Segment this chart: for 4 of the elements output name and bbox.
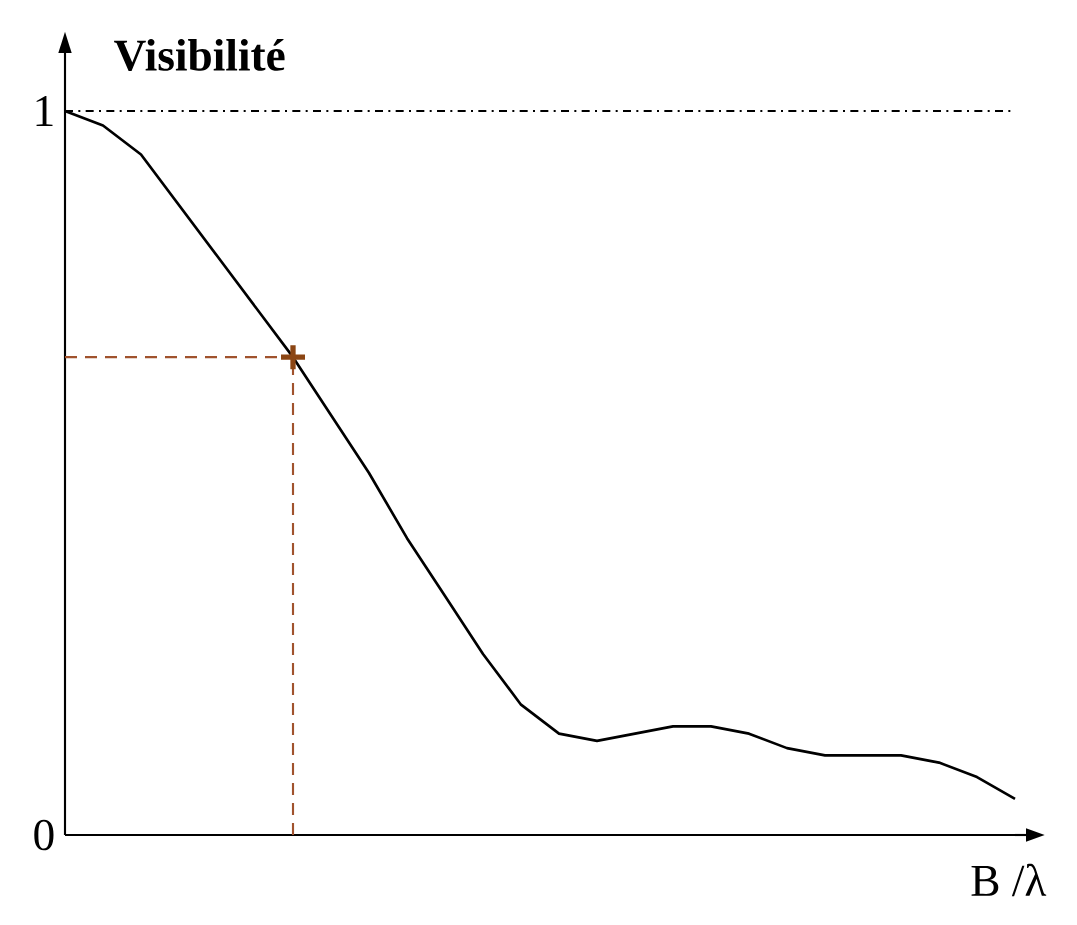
y-tick-label: 0 (34, 819, 54, 851)
y-tick-label: 1 (36, 96, 53, 126)
y-axis-title: Visibilité (114, 38, 285, 72)
x-axis-title: B /λ (971, 863, 1047, 897)
